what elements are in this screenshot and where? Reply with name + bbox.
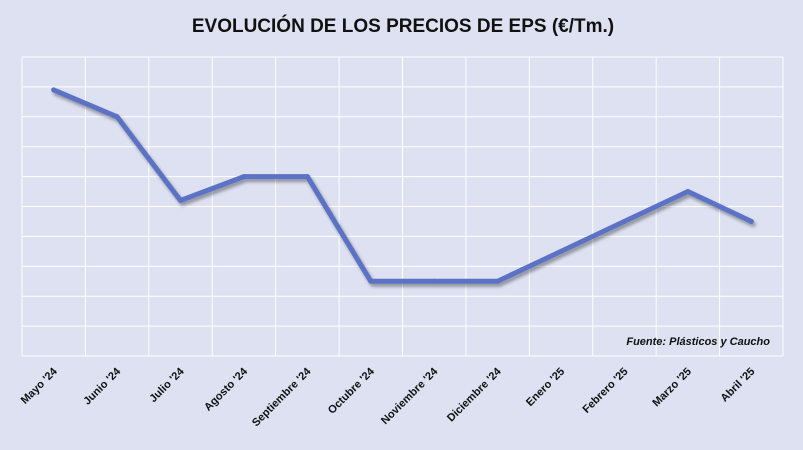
- series-line: [51, 87, 754, 284]
- data-point: [685, 189, 691, 195]
- data-point: [558, 248, 564, 254]
- series-group: [51, 87, 754, 284]
- data-point: [241, 174, 247, 180]
- x-tick-label: Octubre '24: [326, 365, 378, 417]
- x-tick-label: Mayo '24: [19, 365, 61, 407]
- plot-grid: [21, 56, 784, 357]
- x-tick-label: Julio '24: [147, 365, 187, 405]
- x-tick-label: Junio '24: [81, 365, 124, 408]
- data-point: [431, 278, 437, 284]
- x-tick-label: Diciembre '24: [445, 365, 504, 424]
- data-point: [368, 278, 374, 284]
- data-point: [495, 278, 501, 284]
- x-tick-label: Marzo '25: [650, 366, 694, 410]
- data-point: [748, 218, 754, 224]
- data-point: [304, 174, 310, 180]
- chart-title: EVOLUCIÓN DE LOS PRECIOS DE EPS (€/Tm.): [192, 15, 614, 37]
- x-tick-label: Agosto '24: [202, 365, 251, 414]
- x-tick-label: Febrero '25: [580, 366, 630, 416]
- x-tick-label: Enero '25: [524, 366, 567, 409]
- source-note: Fuente: Plásticos y Caucho: [626, 336, 770, 348]
- data-point: [178, 198, 184, 204]
- x-tick-label: Noviembre '24: [379, 365, 441, 427]
- x-tick-label: Septiembre '24: [250, 365, 314, 429]
- x-tick-label: Abril '25: [719, 366, 758, 405]
- x-axis-ticks: Mayo '24 Junio '24 Julio '24 Agosto '24 Sept…: [19, 365, 758, 429]
- data-point: [621, 218, 627, 224]
- data-point: [114, 114, 120, 120]
- data-point: [51, 87, 57, 93]
